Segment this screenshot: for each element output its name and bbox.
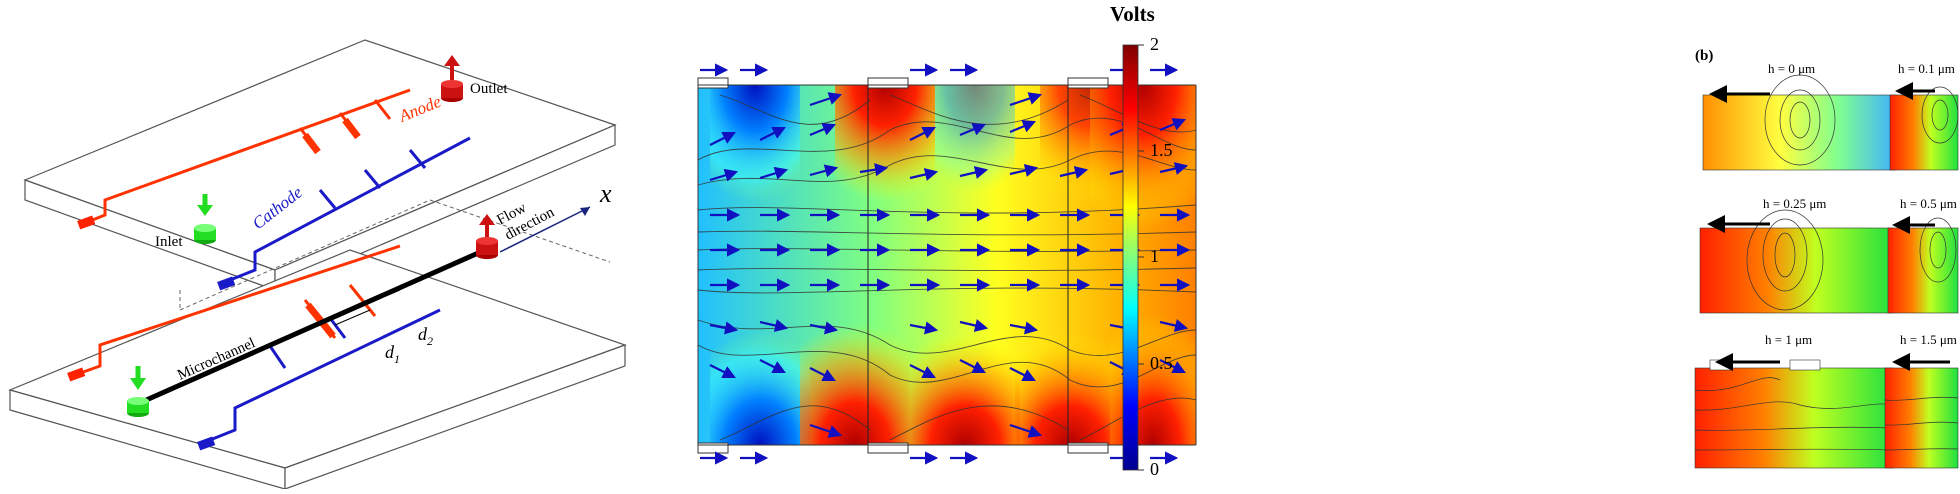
inset-caption: h = 0.1 μm <box>1898 61 1955 76</box>
inset-h1: h = 1 μm <box>1694 332 1894 469</box>
inlet-marker-top <box>194 194 216 244</box>
colorbar-title: Volts <box>1110 2 1155 26</box>
colorbar-tick-label: 0.5 <box>1150 353 1173 373</box>
bottom-cathode-pad <box>197 436 216 451</box>
outlet-label: Outlet <box>470 81 508 97</box>
microchannel-line <box>133 247 487 408</box>
panel-b-svg: (b) h = 0 μm h = 0.1 μm h = 0.25 μm h = <box>1694 48 1959 469</box>
colorbar-ticks <box>1138 44 1144 471</box>
inset-h0: h = 0 μm <box>1702 61 1897 171</box>
electrode-slots <box>697 77 1109 454</box>
bottom-anode-pad <box>67 367 86 382</box>
inset-h0-1: h = 0.1 μm <box>1889 61 1959 171</box>
inlet-marker-bottom <box>127 366 149 417</box>
top-anode-pad <box>77 215 96 230</box>
bottom-plate <box>8 249 627 490</box>
colorbar-tick-label: 0 <box>1150 459 1159 479</box>
potential-field-svg: Volts 2 1.5 1 0.5 0 <box>697 2 1197 479</box>
inset-caption: h = 1.5 μm <box>1900 332 1957 347</box>
colorbar <box>1122 44 1139 471</box>
dimension-marks <box>334 289 401 326</box>
projection-lines <box>179 199 611 311</box>
top-anode-thick <box>302 117 361 155</box>
colorbar-tick-label: 1.5 <box>1150 140 1173 160</box>
inset-h0-25: h = 0.25 μm <box>1699 196 1894 314</box>
outlet-marker <box>441 55 463 102</box>
outlet-marker-bottom <box>476 214 498 259</box>
colorbar-tick-label: 1 <box>1150 246 1159 266</box>
inset-caption: h = 1 μm <box>1765 332 1812 347</box>
d1-label: d1 <box>385 342 400 366</box>
x-axis-label: x <box>599 179 612 208</box>
device-schematic-svg: Anode Cathode Outlet Inlet Microchannel <box>8 39 627 490</box>
bottom-cathode <box>204 308 441 444</box>
field-map <box>698 85 1196 445</box>
d2-label: d2 <box>418 324 433 348</box>
panel-b: (b) h = 0 μm h = 0.1 μm h = 0.25 μm h = <box>1480 0 1960 489</box>
inset-h0-5: h = 0.5 μm <box>1887 196 1959 314</box>
potential-field-panel: Volts 2 1.5 1 0.5 0 <box>690 0 1220 489</box>
top-cathode <box>224 136 471 284</box>
inlet-label: Inlet <box>155 234 183 250</box>
inset-h1-5: h = 1.5 μm <box>1884 332 1959 469</box>
top-cathode-pad <box>217 276 236 291</box>
device-schematic: Anode Cathode Outlet Inlet Microchannel <box>0 0 640 490</box>
colorbar-tick-label: 2 <box>1150 34 1159 54</box>
panel-b-label: (b) <box>1695 48 1713 64</box>
inset-caption: h = 0.25 μm <box>1763 196 1826 211</box>
inset-caption: h = 0.5 μm <box>1900 196 1957 211</box>
top-plate <box>23 39 617 291</box>
inset-caption: h = 0 μm <box>1768 61 1815 76</box>
x-axis-arrow <box>580 207 590 216</box>
x-axis-line <box>499 206 591 253</box>
